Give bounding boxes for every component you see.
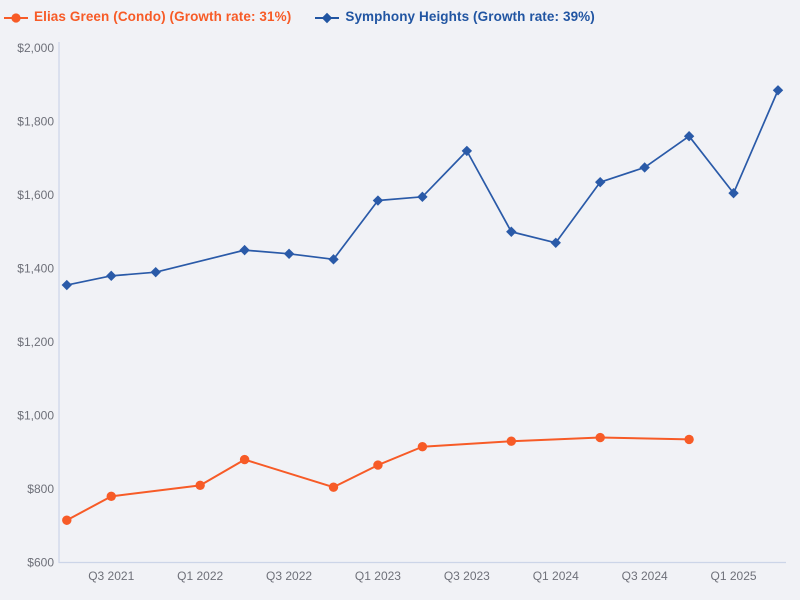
x-axis-tick-label: Q3 2023	[444, 569, 490, 583]
x-axis-tick-label: Q3 2024	[622, 569, 668, 583]
y-axis-tick-label: $1,800	[17, 115, 54, 129]
x-axis-tick-label: Q1 2024	[533, 569, 579, 583]
data-point-symphony-heights[interactable]	[372, 195, 384, 206]
y-axis-tick-label: $1,000	[17, 409, 54, 423]
legend: Elias Green (Condo) (Growth rate: 31%) S…	[4, 9, 595, 24]
legend-label-elias-green: Elias Green (Condo) (Growth rate: 31%)	[34, 9, 292, 24]
data-point-symphony-heights[interactable]	[61, 279, 72, 291]
data-point-elias-green-condo[interactable]	[106, 491, 116, 502]
x-axis-tick-label: Q3 2021	[88, 569, 134, 583]
legend-label-symphony-heights: Symphony Heights (Growth rate: 39%)	[345, 9, 595, 24]
x-axis-tick-label: Q1 2023	[355, 569, 401, 583]
axis-lines	[58, 42, 786, 564]
data-point-symphony-heights[interactable]	[683, 131, 695, 142]
data-point-symphony-heights[interactable]	[772, 85, 784, 96]
data-point-symphony-heights[interactable]	[639, 162, 650, 173]
y-axis-tick-label: $1,600	[17, 188, 54, 202]
y-axis-tick-label: $1,400	[17, 262, 54, 276]
data-point-elias-green-condo[interactable]	[195, 480, 205, 491]
data-point-elias-green-condo[interactable]	[239, 454, 250, 465]
x-axis-tick-label: Q1 2022	[177, 569, 223, 583]
data-point-symphony-heights[interactable]	[550, 237, 561, 248]
circle-marker-icon	[4, 11, 28, 23]
data-point-elias-green-condo[interactable]	[62, 515, 72, 525]
data-point-elias-green-condo[interactable]	[373, 460, 383, 470]
y-axis-tick-label: $600	[27, 556, 54, 570]
legend-item-symphony-heights[interactable]: Symphony Heights (Growth rate: 39%)	[315, 9, 595, 24]
x-axis-tick-label: Q1 2025	[711, 569, 757, 583]
series-line-elias-green-condo	[65, 436, 691, 522]
data-point-symphony-heights[interactable]	[106, 270, 117, 282]
y-axis-tick-label: $800	[27, 482, 54, 496]
y-axis-tick-label: $2,000	[17, 41, 54, 55]
data-point-elias-green-condo[interactable]	[595, 432, 605, 443]
data-point-elias-green-condo[interactable]	[506, 436, 516, 446]
y-axis-tick-label: $1,200	[17, 335, 54, 349]
legend-item-elias-green[interactable]: Elias Green (Condo) (Growth rate: 31%)	[4, 9, 291, 24]
series-line-symphony-heights	[65, 89, 779, 286]
data-point-symphony-heights[interactable]	[461, 145, 473, 157]
data-point-symphony-heights[interactable]	[595, 176, 606, 188]
data-point-symphony-heights[interactable]	[417, 191, 428, 203]
diamond-marker-icon	[315, 11, 340, 23]
data-point-symphony-heights[interactable]	[328, 254, 339, 265]
data-point-elias-green-condo[interactable]	[684, 434, 694, 445]
data-point-elias-green-condo[interactable]	[328, 482, 339, 492]
data-point-symphony-heights[interactable]	[283, 248, 295, 259]
data-point-elias-green-condo[interactable]	[417, 442, 428, 452]
data-point-symphony-heights[interactable]	[239, 244, 250, 256]
data-point-symphony-heights[interactable]	[728, 187, 739, 199]
data-point-symphony-heights[interactable]	[150, 266, 161, 278]
x-axis-tick-label: Q3 2022	[266, 569, 312, 583]
data-point-symphony-heights[interactable]	[506, 226, 517, 237]
